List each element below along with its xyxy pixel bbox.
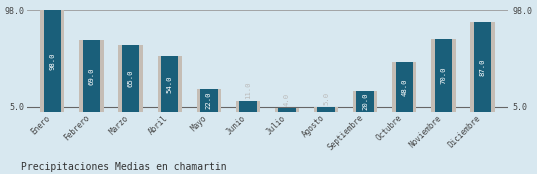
Text: 69.0: 69.0 [89, 68, 95, 85]
Bar [161, 56, 178, 112]
Text: 98.0: 98.0 [49, 52, 55, 70]
Text: 87.0: 87.0 [480, 58, 485, 76]
Text: 5.0: 5.0 [323, 92, 329, 105]
Text: 70.0: 70.0 [440, 67, 446, 84]
Text: 54.0: 54.0 [166, 75, 173, 93]
Bar [392, 62, 417, 112]
Bar [200, 89, 217, 112]
Text: 11.0: 11.0 [245, 81, 251, 99]
Bar [353, 91, 378, 112]
Bar [119, 45, 143, 112]
Bar [275, 108, 299, 112]
Bar [157, 56, 182, 112]
Text: 20.0: 20.0 [362, 93, 368, 110]
Bar [236, 101, 260, 112]
Bar [434, 39, 452, 112]
Bar [314, 107, 338, 112]
Bar [83, 40, 100, 112]
Text: 4.0: 4.0 [284, 93, 290, 106]
Bar [40, 10, 64, 112]
Text: Precipitaciones Medias en chamartin: Precipitaciones Medias en chamartin [21, 162, 227, 172]
Bar [278, 108, 296, 112]
Bar [431, 39, 455, 112]
Bar [474, 22, 491, 112]
Bar [396, 62, 413, 112]
Bar [197, 89, 221, 112]
Bar [317, 107, 335, 112]
Bar [79, 40, 104, 112]
Bar [357, 91, 374, 112]
Bar [239, 101, 257, 112]
Text: 48.0: 48.0 [401, 78, 408, 96]
Bar [122, 45, 140, 112]
Text: 22.0: 22.0 [206, 92, 212, 109]
Bar [43, 10, 61, 112]
Text: 65.0: 65.0 [128, 70, 134, 87]
Bar [470, 22, 495, 112]
